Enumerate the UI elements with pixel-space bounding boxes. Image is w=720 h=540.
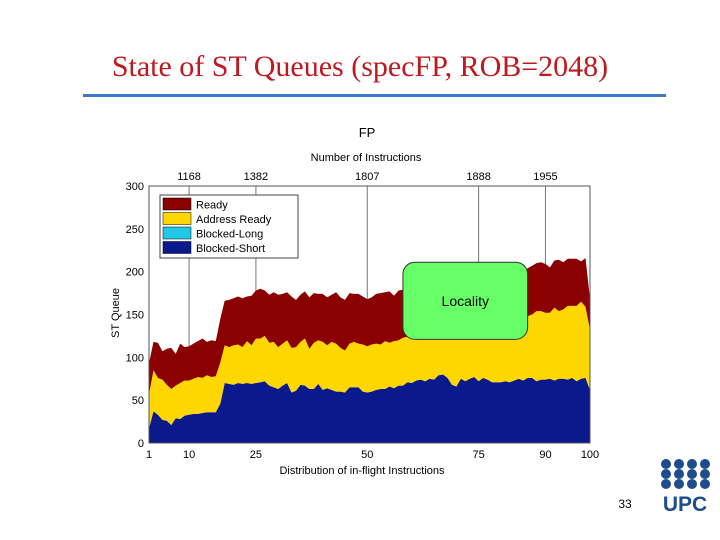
locality-box: [402, 261, 529, 340]
top-tick-label-1888: 1888: [466, 171, 490, 183]
upc-logo-dot-2-2: [687, 479, 697, 489]
legend-label-address-ready: Address Ready: [196, 214, 272, 226]
y-tick-label-250: 250: [126, 224, 144, 236]
legend-label-blocked-long: Blocked-Long: [196, 229, 263, 241]
legend-swatch-address-ready: [162, 212, 192, 225]
upc-logo-dot-2-1: [674, 479, 684, 489]
upc-logo-dot-1-3: [700, 469, 710, 479]
legend: Ready Address Ready Blocked-Long Blocked-Sh…: [159, 194, 299, 259]
area-blocked-short: [149, 374, 590, 443]
legend-label-blocked-short: Blocked-Short: [196, 243, 265, 255]
legend-swatch-ready: [162, 197, 192, 211]
upc-logo-dot-0-3: [700, 459, 710, 469]
y-tick-label-100: 100: [126, 352, 144, 364]
upc-logo: UPC: [661, 459, 710, 514]
top-tick-label-1168: 1168: [177, 171, 201, 183]
x-axis-label: Distribution of in-flight Instructions: [279, 465, 445, 477]
y-tick-label-50: 50: [132, 395, 144, 407]
upc-logo-dot-0-2: [687, 459, 697, 469]
top-tick-label-1382: 1382: [244, 171, 268, 183]
x-tick-label-25: 25: [250, 449, 262, 461]
axis-layer: 0 50 100 150 200 250 300 1 10 25 50 75 90 100 1168 1382…: [126, 171, 600, 461]
upc-logo-dot-1-2: [687, 469, 697, 479]
slide-number: 33: [618, 497, 632, 511]
locality-label: Locality: [442, 293, 489, 309]
upc-logo-dot-2-3: [700, 479, 710, 489]
upc-logo-text: UPC: [663, 493, 707, 514]
x-tick-label-75: 75: [473, 449, 485, 461]
legend-swatch-blocked-short: [162, 241, 192, 254]
title-rule: [83, 94, 666, 97]
upc-logo-dot-2-0: [661, 479, 671, 489]
x-tick-label-1: 1: [146, 449, 152, 461]
x-tick-label-100: 100: [581, 449, 599, 461]
annotation-layer: Locality: [402, 261, 529, 340]
y-tick-label-150: 150: [126, 310, 144, 322]
slide-title: State of ST Queues (specFP, ROB=2048): [111, 50, 609, 83]
top-axis-label: Number of Instructions: [311, 152, 422, 164]
top-tick-label-1807: 1807: [355, 171, 379, 183]
upc-logo-dot-0-1: [674, 459, 684, 469]
upc-logo-dot-0-0: [661, 459, 671, 469]
plot-frame: [148, 185, 591, 444]
y-tick-label-200: 200: [126, 267, 144, 279]
legend-label-ready: Ready: [196, 200, 228, 212]
legend-swatch-blocked-long: [162, 226, 192, 240]
x-tick-label-50: 50: [361, 449, 373, 461]
upc-logo-dot-1-0: [661, 469, 671, 479]
y-tick-label-0: 0: [138, 438, 144, 450]
y-tick-label-300: 300: [126, 181, 144, 193]
y-axis-label: ST Queue: [110, 288, 122, 338]
x-tick-label-10: 10: [183, 449, 195, 461]
upc-logo-dot-1-1: [674, 469, 684, 479]
x-tick-label-90: 90: [539, 449, 551, 461]
top-tick-label-1955: 1955: [533, 171, 557, 183]
chart-title: FP: [359, 125, 376, 140]
